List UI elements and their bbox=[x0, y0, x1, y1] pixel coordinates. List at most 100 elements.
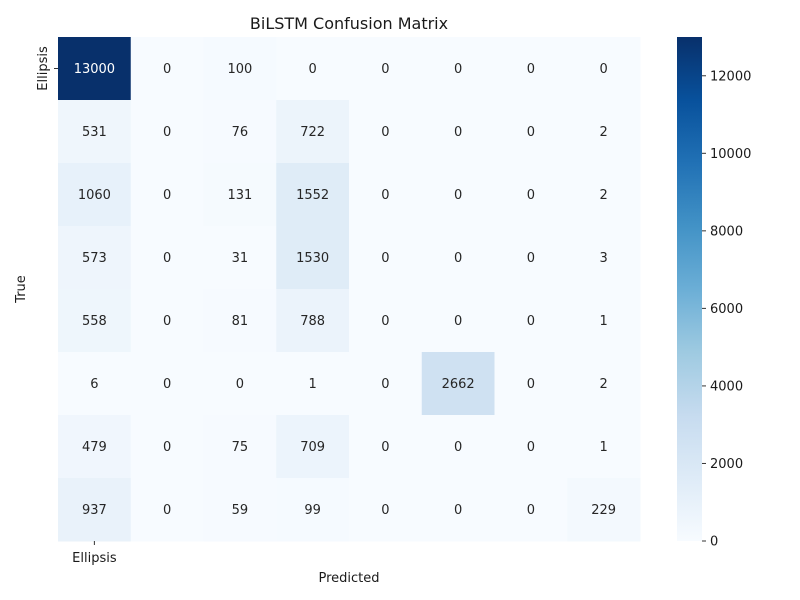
cell-value-label: 0 bbox=[163, 377, 171, 392]
heatmap-cell bbox=[567, 226, 641, 290]
cell-value-label: 131 bbox=[227, 188, 252, 203]
heatmap-cell bbox=[276, 352, 350, 416]
heatmap-cell bbox=[203, 478, 277, 542]
heatmap-cell bbox=[58, 478, 132, 542]
cell-value-label: 59 bbox=[232, 503, 249, 518]
cell-value-label: 0 bbox=[381, 62, 389, 77]
heatmap-cell bbox=[276, 289, 350, 353]
heatmap-cell bbox=[349, 352, 423, 416]
heatmap-cell bbox=[130, 415, 204, 479]
heatmap-cell bbox=[130, 37, 204, 101]
heatmap-cell bbox=[421, 415, 495, 479]
cell-value-label: 788 bbox=[300, 314, 325, 329]
cell-value-label: 76 bbox=[232, 125, 249, 140]
cell-value-label: 229 bbox=[591, 503, 616, 518]
cell-value-label: 1 bbox=[308, 377, 316, 392]
cell-value-label: 6 bbox=[90, 377, 98, 392]
heatmap-cell bbox=[349, 37, 423, 101]
cell-value-label: 0 bbox=[236, 377, 244, 392]
heatmap-cell bbox=[494, 415, 568, 479]
x-tick-label: Ellipsis bbox=[72, 551, 117, 566]
cell-value-label: 0 bbox=[308, 62, 316, 77]
cell-value-label: 531 bbox=[82, 125, 107, 140]
heatmap-cell bbox=[276, 415, 350, 479]
y-tick-label: Ellipsis bbox=[36, 46, 51, 91]
cell-value-label: 573 bbox=[82, 251, 107, 266]
cell-value-label: 0 bbox=[381, 251, 389, 266]
heatmap-cell bbox=[494, 226, 568, 290]
x-axis-ticks: Ellipsis bbox=[72, 541, 117, 566]
heatmap-cell bbox=[276, 478, 350, 542]
cell-value-label: 0 bbox=[163, 125, 171, 140]
heatmap-cell bbox=[58, 163, 132, 227]
heatmap-cell bbox=[421, 478, 495, 542]
heatmap-cell bbox=[276, 100, 350, 164]
heatmap-cell bbox=[58, 100, 132, 164]
cell-value-label: 75 bbox=[232, 440, 249, 455]
cell-value-label: 0 bbox=[454, 314, 462, 329]
heatmap-cell bbox=[130, 289, 204, 353]
heatmap-cell bbox=[58, 37, 132, 101]
heatmap-cell bbox=[567, 163, 641, 227]
heatmap-cell bbox=[349, 289, 423, 353]
cell-value-label: 0 bbox=[454, 188, 462, 203]
cell-value-label: 0 bbox=[381, 125, 389, 140]
cell-value-label: 558 bbox=[82, 314, 107, 329]
cell-value-label: 0 bbox=[454, 62, 462, 77]
cell-value-label: 0 bbox=[527, 503, 535, 518]
heatmap-cell bbox=[421, 163, 495, 227]
heatmap-cell bbox=[203, 289, 277, 353]
colorbar-tick-label: 2000 bbox=[710, 457, 743, 472]
colorbar-tick-label: 0 bbox=[710, 535, 718, 550]
heatmap-cell bbox=[494, 37, 568, 101]
heatmap-cell bbox=[421, 100, 495, 164]
heatmap-cell bbox=[349, 415, 423, 479]
cell-value-label: 1530 bbox=[296, 251, 329, 266]
heatmap-cell bbox=[567, 415, 641, 479]
heatmap-cell bbox=[567, 100, 641, 164]
heatmap-cell bbox=[349, 163, 423, 227]
x-axis-label: Predicted bbox=[318, 571, 379, 586]
cell-value-label: 3 bbox=[599, 251, 607, 266]
cell-value-label: 0 bbox=[527, 314, 535, 329]
heatmap-cell bbox=[349, 478, 423, 542]
cell-value-label: 0 bbox=[163, 314, 171, 329]
cell-value-label: 0 bbox=[381, 188, 389, 203]
colorbar-gradient bbox=[677, 37, 702, 541]
heatmap-cell bbox=[494, 163, 568, 227]
cell-value-label: 0 bbox=[163, 251, 171, 266]
heatmap-cell bbox=[276, 226, 350, 290]
heatmap-cell bbox=[494, 289, 568, 353]
cell-value-label: 31 bbox=[232, 251, 249, 266]
heatmap-cell bbox=[349, 226, 423, 290]
heatmap-cell bbox=[276, 163, 350, 227]
cell-value-label: 0 bbox=[454, 251, 462, 266]
colorbar-tick-label: 12000 bbox=[710, 69, 751, 84]
heatmap-cell bbox=[203, 352, 277, 416]
heatmap-cell bbox=[130, 100, 204, 164]
cell-value-label: 0 bbox=[599, 62, 607, 77]
cell-value-label: 0 bbox=[527, 377, 535, 392]
cell-value-label: 722 bbox=[300, 125, 325, 140]
cell-value-label: 0 bbox=[454, 440, 462, 455]
heatmap-cell bbox=[567, 289, 641, 353]
cell-value-label: 0 bbox=[527, 251, 535, 266]
colorbar-tick-label: 4000 bbox=[710, 379, 743, 394]
cell-value-label: 2 bbox=[599, 188, 607, 203]
cell-value-label: 13000 bbox=[74, 62, 115, 77]
heatmap-cell bbox=[421, 289, 495, 353]
heatmap-cell bbox=[203, 163, 277, 227]
cell-value-label: 2 bbox=[599, 377, 607, 392]
heatmap-cell bbox=[203, 415, 277, 479]
cell-value-label: 0 bbox=[381, 377, 389, 392]
cell-value-label: 479 bbox=[82, 440, 107, 455]
cell-value-label: 0 bbox=[527, 125, 535, 140]
cell-value-label: 0 bbox=[454, 503, 462, 518]
y-axis-ticks: Ellipsis bbox=[36, 46, 58, 91]
cell-value-label: 1 bbox=[599, 440, 607, 455]
heatmap-cell bbox=[276, 37, 350, 101]
heatmap-cell bbox=[567, 352, 641, 416]
cell-value-label: 1 bbox=[599, 314, 607, 329]
